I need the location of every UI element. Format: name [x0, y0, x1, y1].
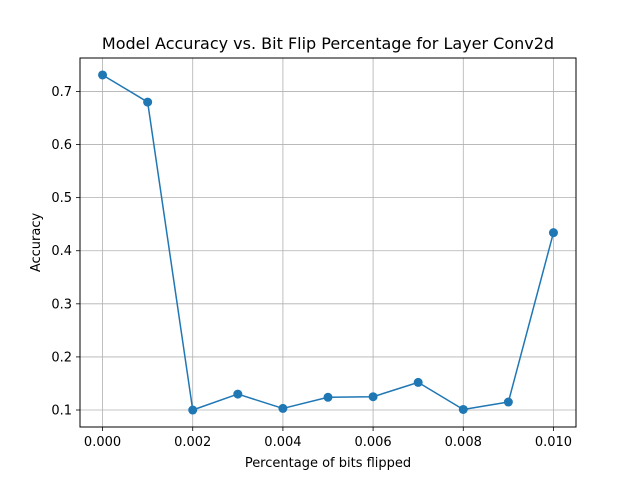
data-point [278, 403, 288, 413]
y-tick-label: 0.6 [51, 138, 72, 153]
data-point [458, 404, 468, 414]
data-point [368, 392, 378, 402]
y-tick-label: 0.3 [51, 297, 72, 312]
data-point [323, 392, 333, 402]
ticks: 0.000 0.002 0.004 0.006 0.008 0.010 0.1 0.2 0.3 0… [51, 85, 572, 450]
x-tick-label: 0.006 [354, 435, 391, 450]
data-point [233, 389, 243, 399]
y-tick-label: 0.5 [51, 191, 72, 206]
data-point [548, 228, 558, 238]
x-tick-label: 0.000 [84, 435, 121, 450]
x-tick-label: 0.008 [445, 435, 482, 450]
x-tick-label: 0.010 [535, 435, 572, 450]
series [98, 70, 558, 415]
x-axis-label: Percentage of bits flipped [245, 456, 411, 471]
series-line [102, 74, 555, 411]
data-point [143, 97, 153, 107]
x-tick-label: 0.004 [264, 435, 301, 450]
x-tick-label: 0.002 [174, 435, 211, 450]
y-tick-label: 0.4 [51, 244, 72, 259]
data-point [188, 405, 198, 415]
data-point [98, 70, 108, 80]
plot-frame [79, 57, 577, 428]
chart-title: Model Accuracy vs. Bit Flip Percentage f… [102, 34, 554, 53]
y-tick-label: 0.7 [51, 85, 72, 100]
data-point [413, 377, 423, 387]
y-tick-label: 0.2 [51, 350, 72, 365]
y-axis-label: Accuracy [29, 213, 44, 273]
y-tick-label: 0.1 [51, 404, 72, 419]
data-point [503, 397, 513, 407]
grid [80, 58, 576, 427]
